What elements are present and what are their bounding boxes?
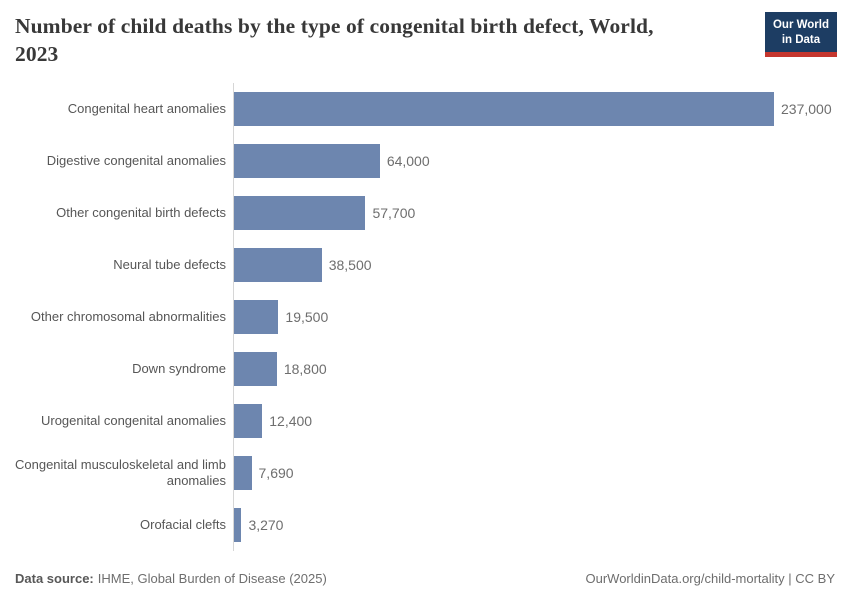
value-label: 64,000 — [386, 153, 430, 170]
chart-row: Congenital heart anomalies 237,000 — [0, 83, 850, 136]
chart-footer: Data source: IHME, Global Burden of Disea… — [15, 571, 835, 586]
data-source-value: IHME, Global Burden of Disease (2025) — [97, 571, 327, 586]
bar — [234, 456, 252, 491]
value-label: 18,800 — [283, 361, 327, 378]
chart-row: Other congenital birth defects 57,700 — [0, 187, 850, 240]
bar — [234, 248, 322, 283]
bar-track: 12,400 — [233, 395, 850, 448]
bar — [234, 144, 380, 179]
category-label: Other chromosomal abnormalities — [30, 308, 226, 324]
chart-header: Number of child deaths by the type of co… — [0, 0, 850, 68]
bar-track: 18,800 — [233, 343, 850, 396]
bar — [234, 92, 774, 127]
chart-row: Congenital musculoskeletal and limb anom… — [0, 447, 850, 500]
category-label: Urogenital congenital anomalies — [40, 412, 226, 428]
bar-track: 64,000 — [233, 135, 850, 188]
category-label: Digestive congenital anomalies — [46, 152, 226, 168]
bar — [234, 300, 279, 335]
bar-track: 57,700 — [233, 187, 850, 240]
chart-row: Digestive congenital anomalies 64,000 — [0, 135, 850, 188]
category-label: Neural tube defects — [113, 256, 226, 272]
category-label: Orofacial clefts — [140, 516, 226, 532]
attribution-link[interactable]: OurWorldinData.org/child-mortality | CC … — [585, 571, 836, 586]
value-label: 12,400 — [269, 413, 313, 430]
page-title-line2: 2023 — [15, 41, 59, 66]
category-label: Congenital musculoskeletal and limb anom… — [14, 456, 226, 489]
bar — [234, 352, 277, 387]
bar — [234, 508, 242, 543]
page-title-line1: Number of child deaths by the type of co… — [15, 14, 654, 38]
data-source-label: Data source: — [15, 571, 94, 586]
value-label: 3,270 — [248, 517, 284, 534]
bar-track: 7,690 — [233, 447, 850, 500]
owid-logo-line1: Our World — [772, 19, 829, 31]
owid-logo-line2: in Data — [781, 33, 821, 46]
chart-row: Down syndrome 18,800 — [0, 343, 850, 396]
bar-track: 237,000 — [233, 83, 850, 136]
bar-track: 3,270 — [233, 499, 850, 552]
page-title: Number of child deaths by the type of co… — [15, 13, 755, 68]
chart-row: Neural tube defects 38,500 — [0, 239, 850, 292]
bar-chart: Congenital heart anomalies 237,000 Digesti… — [0, 83, 850, 552]
chart-row: Orofacial clefts 3,270 — [0, 499, 850, 552]
value-label: 19,500 — [285, 309, 329, 326]
value-label: 57,700 — [372, 205, 416, 222]
bar-track: 19,500 — [233, 291, 850, 344]
value-label: 237,000 — [781, 101, 832, 118]
bar — [234, 196, 366, 231]
chart-row: Other chromosomal abnormalities 19,500 — [0, 291, 850, 344]
chart-row: Urogenital congenital anomalies 12,400 — [0, 395, 850, 448]
category-label: Other congenital birth defects — [56, 204, 226, 220]
data-source: Data source: IHME, Global Burden of Disea… — [15, 571, 327, 586]
owid-logo[interactable]: Our World in Data — [764, 12, 837, 57]
bar — [234, 404, 263, 439]
value-label: 38,500 — [328, 257, 372, 274]
category-label: Congenital heart anomalies — [67, 100, 226, 116]
value-label: 7,690 — [258, 465, 294, 482]
category-label: Down syndrome — [132, 360, 226, 376]
bar-track: 38,500 — [233, 239, 850, 292]
